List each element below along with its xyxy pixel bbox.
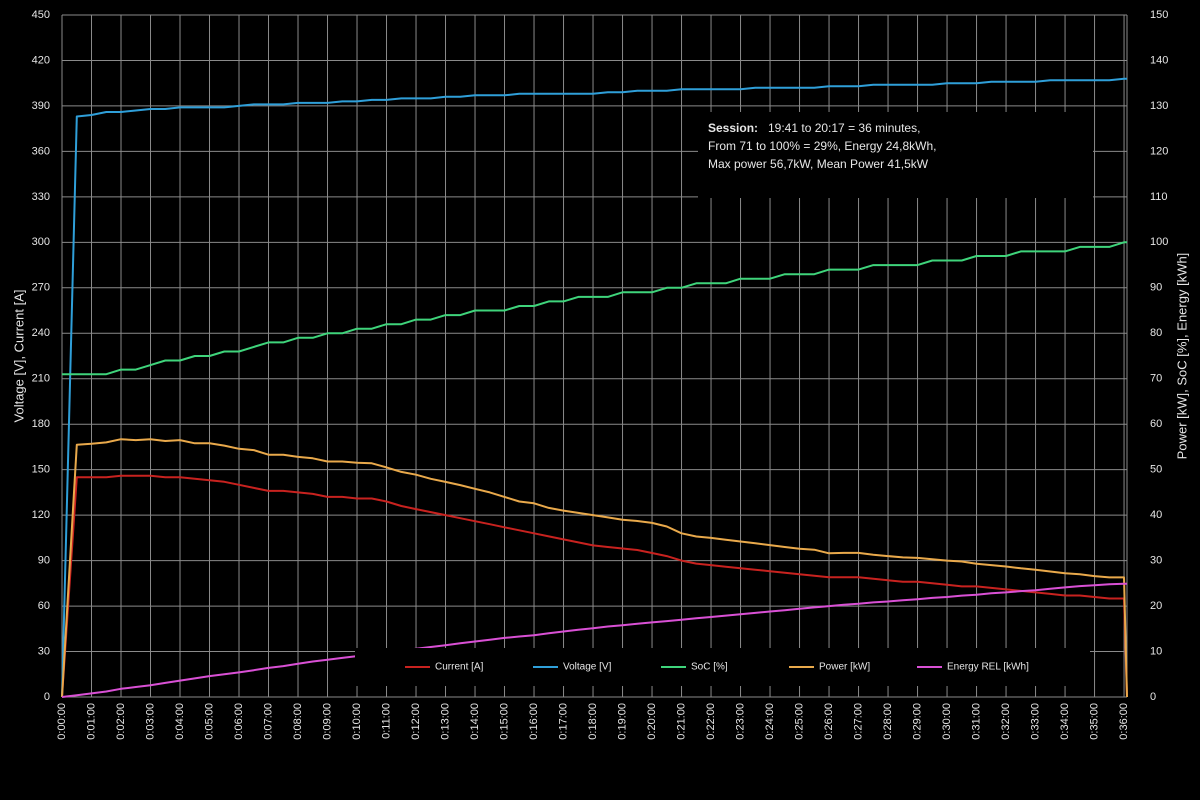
annotation-text: 19:41 to 20:17 = 36 minutes,	[768, 121, 920, 135]
y2-tick-label: 20	[1150, 600, 1162, 612]
x-tick-label: 0:10:00	[351, 703, 363, 740]
y-tick-label: 60	[38, 600, 50, 612]
y2-tick-label: 140	[1150, 54, 1168, 66]
y-tick-label: 30	[38, 645, 50, 657]
x-tick-label: 0:18:00	[587, 703, 599, 740]
x-tick-label: 0:00:00	[56, 703, 68, 740]
annotation-text: Max power 56,7kW, Mean Power 41,5kW	[708, 157, 929, 171]
series-line	[61, 474, 1128, 698]
x-tick-label: 0:21:00	[675, 703, 687, 740]
x-tick-label: 0:06:00	[233, 703, 245, 740]
x-tick-label: 0:12:00	[410, 703, 422, 740]
y2-tick-label: 150	[1150, 9, 1168, 21]
y-axis-label: Voltage [V], Current [A]	[11, 290, 26, 423]
y2-axis-label: Power [kW], SoC [%], Energy [kWh]	[1174, 253, 1189, 460]
y-tick-label: 180	[32, 418, 50, 430]
series-line	[61, 77, 1127, 698]
y-tick-label: 150	[32, 464, 50, 476]
x-tick-label: 0:34:00	[1059, 703, 1071, 740]
legend-label: Energy REL [kWh]	[947, 662, 1029, 673]
x-tick-label: 0:13:00	[439, 703, 451, 740]
series-line	[61, 582, 1127, 698]
y-tick-label: 420	[32, 54, 50, 66]
legend-label: Current [A]	[435, 662, 484, 673]
x-tick-label: 0:19:00	[616, 703, 628, 740]
y-tick-label: 450	[32, 9, 50, 21]
y2-tick-label: 10	[1150, 645, 1162, 657]
x-tick-label: 0:07:00	[262, 703, 274, 740]
x-tick-label: 0:15:00	[498, 703, 510, 740]
y-tick-label: 90	[38, 555, 50, 567]
y2-tick-label: 60	[1150, 418, 1162, 430]
y2-tick-label: 110	[1150, 191, 1168, 203]
x-tick-label: 0:08:00	[292, 703, 304, 740]
annotation-label: Session:	[708, 121, 758, 135]
x-tick-label: 0:22:00	[705, 703, 717, 740]
series-line	[62, 241, 1127, 376]
y2-tick-label: 40	[1150, 509, 1162, 521]
y-tick-label: 120	[32, 509, 50, 521]
x-tick-label: 0:09:00	[321, 703, 333, 740]
series-line	[61, 438, 1128, 698]
y2-tick-label: 0	[1150, 691, 1156, 703]
x-tick-label: 0:35:00	[1088, 703, 1100, 740]
y-tick-label: 300	[32, 236, 50, 248]
y2-tick-label: 70	[1150, 373, 1162, 385]
x-tick-label: 0:01:00	[85, 703, 97, 740]
x-tick-label: 0:16:00	[528, 703, 540, 740]
x-tick-label: 0:26:00	[823, 703, 835, 740]
x-tick-label: 0:20:00	[646, 703, 658, 740]
x-tick-label: 0:33:00	[1029, 703, 1041, 740]
y2-tick-label: 130	[1150, 100, 1168, 112]
y-tick-label: 0	[44, 691, 50, 703]
y2-tick-label: 50	[1150, 464, 1162, 476]
annotation-text: From 71 to 100% = 29%, Energy 24,8kWh,	[708, 139, 936, 153]
y2-tick-label: 120	[1150, 145, 1168, 157]
x-tick-label: 0:24:00	[764, 703, 776, 740]
y2-tick-label: 90	[1150, 282, 1162, 294]
y-tick-label: 270	[32, 282, 50, 294]
y2-tick-label: 100	[1150, 236, 1168, 248]
legend-label: Voltage [V]	[563, 662, 612, 673]
legend-box	[355, 648, 1090, 686]
y-tick-label: 240	[32, 327, 50, 339]
x-tick-label: 0:31:00	[970, 703, 982, 740]
annotation-box	[698, 112, 1093, 198]
x-tick-label: 0:29:00	[911, 703, 923, 740]
y-tick-label: 360	[32, 145, 50, 157]
x-tick-label: 0:27:00	[852, 703, 864, 740]
y-tick-label: 330	[32, 191, 50, 203]
x-tick-label: 0:28:00	[882, 703, 894, 740]
x-tick-label: 0:14:00	[469, 703, 481, 740]
y-tick-label: 210	[32, 373, 50, 385]
grid: 0306090120150180210240270300330360390420…	[32, 9, 1169, 740]
x-tick-label: 0:05:00	[203, 703, 215, 740]
x-tick-label: 0:04:00	[174, 703, 186, 740]
legend-label: SoC [%]	[691, 662, 728, 673]
x-tick-label: 0:11:00	[380, 703, 392, 739]
x-tick-label: 0:23:00	[734, 703, 746, 740]
x-tick-label: 0:32:00	[1000, 703, 1012, 740]
x-tick-label: 0:36:00	[1118, 703, 1130, 740]
y2-tick-label: 80	[1150, 327, 1162, 339]
y-tick-label: 390	[32, 100, 50, 112]
overlay: Session: 19:41 to 20:17 = 36 minutes, From…	[355, 112, 1093, 686]
x-tick-label: 0:30:00	[941, 703, 953, 740]
x-tick-label: 0:17:00	[557, 703, 569, 740]
x-tick-label: 0:25:00	[793, 703, 805, 740]
legend-label: Power [kW]	[819, 662, 870, 673]
y2-tick-label: 30	[1150, 555, 1162, 567]
plot-lines	[61, 77, 1128, 698]
x-tick-label: 0:03:00	[144, 703, 156, 740]
x-tick-label: 0:02:00	[115, 703, 127, 740]
